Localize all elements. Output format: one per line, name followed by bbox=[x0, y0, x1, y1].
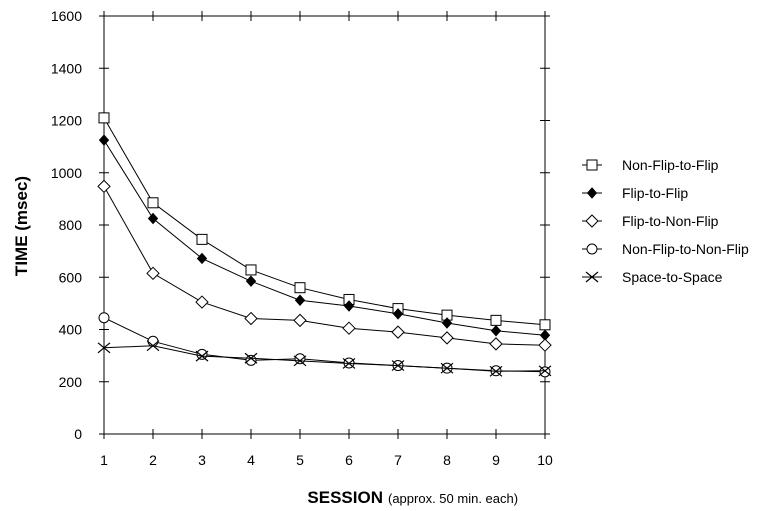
x-tick-label: 5 bbox=[296, 452, 304, 468]
series-non-flip-to-non-flip bbox=[98, 312, 551, 378]
legend-marker-space-to-space bbox=[585, 271, 599, 283]
legend-label: Flip-to-Flip bbox=[622, 185, 688, 201]
series-flip-to-flip bbox=[98, 134, 551, 341]
data-point-flip-to-non-flip bbox=[440, 331, 454, 345]
series-flip-to-non-flip bbox=[97, 179, 552, 352]
legend-item-space-to-space: Space-to-Space bbox=[582, 269, 723, 285]
x-tick-label: 7 bbox=[394, 452, 402, 468]
data-point-space-to-space bbox=[293, 355, 307, 367]
x-tick-label: 2 bbox=[149, 452, 157, 468]
y-tick-label: 1200 bbox=[51, 113, 82, 129]
series-non-flip-to-flip bbox=[98, 112, 551, 331]
data-point-non-flip-to-non-flip bbox=[294, 353, 306, 365]
data-point-non-flip-to-non-flip bbox=[147, 335, 159, 347]
data-point-flip-to-flip bbox=[196, 252, 208, 265]
data-point-flip-to-flip bbox=[245, 275, 257, 287]
x-axis-title-note: (approx. 50 min. each) bbox=[388, 491, 518, 506]
data-point-flip-to-non-flip bbox=[97, 179, 111, 194]
y-tick-label: 1400 bbox=[51, 60, 82, 76]
series-line-flip-to-flip bbox=[103, 139, 546, 336]
x-tick-label: 8 bbox=[443, 452, 451, 468]
y-tick-label: 800 bbox=[59, 217, 83, 233]
series-line-non-flip-to-flip bbox=[103, 117, 546, 326]
data-point-non-flip-to-flip bbox=[245, 264, 257, 276]
data-point-flip-to-flip bbox=[343, 300, 355, 312]
series-line-space-to-space bbox=[103, 345, 546, 372]
x-tick-label: 3 bbox=[198, 452, 206, 468]
y-axis-title: TIME (msec) bbox=[12, 176, 31, 276]
data-point-space-to-space bbox=[244, 352, 258, 364]
data-point-flip-to-flip bbox=[294, 294, 306, 306]
data-point-space-to-space bbox=[97, 342, 111, 354]
y-tick-label: 200 bbox=[59, 374, 83, 390]
y-tick-label: 1000 bbox=[51, 165, 82, 181]
y-axis-ticks: 0 200 400 600 800 1000 1200 1400 1600 bbox=[51, 8, 550, 442]
legend-label: Space-to-Space bbox=[622, 269, 723, 285]
data-point-non-flip-to-non-flip bbox=[98, 312, 110, 324]
legend-marker-non-flip-to-flip bbox=[586, 159, 598, 171]
data-point-non-flip-to-non-flip bbox=[245, 354, 257, 366]
data-point-flip-to-flip bbox=[392, 308, 404, 320]
data-point-flip-to-non-flip bbox=[391, 325, 405, 339]
legend-marker-non-flip-to-non-flip bbox=[586, 243, 598, 255]
legend-item-non-flip-to-flip: Non-Flip-to-Flip bbox=[582, 157, 719, 173]
data-point-space-to-space bbox=[489, 365, 503, 377]
data-point-flip-to-flip bbox=[147, 212, 159, 225]
data-point-non-flip-to-non-flip bbox=[196, 348, 208, 360]
data-point-flip-to-flip bbox=[98, 134, 110, 146]
legend-item-flip-to-non-flip: Flip-to-Non-Flip bbox=[582, 213, 719, 229]
series-line-flip-to-non-flip bbox=[103, 186, 546, 346]
data-point-flip-to-non-flip bbox=[538, 338, 552, 352]
x-tick-label: 4 bbox=[247, 452, 255, 468]
data-point-non-flip-to-flip bbox=[196, 233, 208, 245]
legend-label: Non-Flip-to-Non-Flip bbox=[622, 241, 749, 257]
data-point-flip-to-non-flip bbox=[489, 337, 503, 351]
legend-marker-flip-to-non-flip bbox=[585, 214, 599, 228]
data-point-flip-to-flip bbox=[490, 325, 502, 337]
data-point-non-flip-to-flip bbox=[147, 197, 159, 209]
data-point-flip-to-non-flip bbox=[244, 311, 258, 326]
series-layer bbox=[97, 112, 552, 378]
legend-label: Non-Flip-to-Flip bbox=[622, 157, 719, 173]
series-line-non-flip-to-non-flip bbox=[103, 317, 546, 373]
data-point-flip-to-flip bbox=[441, 317, 453, 329]
legend: Non-Flip-to-Flip Flip-to-Flip Flip-to-Non-… bbox=[582, 157, 749, 285]
data-point-space-to-space bbox=[440, 362, 454, 374]
data-point-flip-to-non-flip bbox=[342, 321, 356, 335]
plot-area-frame bbox=[103, 15, 546, 435]
data-point-non-flip-to-flip bbox=[539, 319, 551, 331]
y-tick-label: 400 bbox=[59, 322, 83, 338]
legend-item-flip-to-flip: Flip-to-Flip bbox=[582, 185, 688, 201]
data-point-non-flip-to-flip bbox=[98, 112, 110, 124]
data-point-flip-to-non-flip bbox=[195, 295, 209, 309]
data-point-non-flip-to-flip bbox=[490, 314, 502, 326]
x-tick-label: 1 bbox=[100, 452, 108, 468]
legend-marker-flip-to-flip bbox=[586, 187, 598, 199]
x-tick-label: 9 bbox=[492, 452, 500, 468]
data-point-space-to-space bbox=[195, 350, 209, 362]
legend-label: Flip-to-Non-Flip bbox=[622, 213, 719, 229]
legend-item-non-flip-to-non-flip: Non-Flip-to-Non-Flip bbox=[582, 241, 749, 257]
data-point-space-to-space bbox=[391, 360, 405, 372]
data-point-space-to-space bbox=[146, 340, 160, 352]
y-tick-label: 0 bbox=[74, 426, 82, 442]
x-axis-ticks: 1 2 3 4 5 6 7 8 9 10 bbox=[100, 11, 553, 468]
data-point-non-flip-to-flip bbox=[294, 282, 306, 294]
x-tick-label: 6 bbox=[345, 452, 353, 468]
series-space-to-space bbox=[97, 340, 552, 377]
data-point-flip-to-non-flip bbox=[146, 266, 160, 281]
y-tick-label: 1600 bbox=[51, 8, 82, 24]
y-tick-label: 600 bbox=[59, 269, 83, 285]
data-point-space-to-space bbox=[538, 365, 552, 377]
x-tick-label: 10 bbox=[537, 452, 553, 468]
x-axis-title: SESSION bbox=[307, 488, 383, 507]
data-point-flip-to-non-flip bbox=[293, 313, 307, 328]
data-point-space-to-space bbox=[342, 358, 356, 369]
